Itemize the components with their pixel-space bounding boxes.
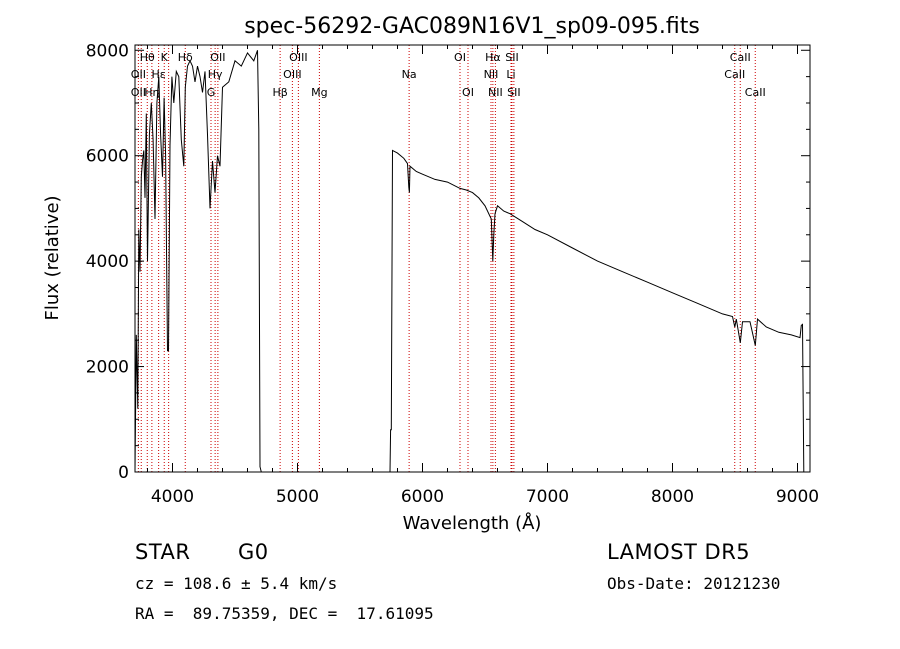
y-tick-label: 2000 [86,358,129,378]
y-axis-label: Flux (relative) [42,195,63,320]
line-label: Na [402,68,417,81]
chart-title: spec-56292-GAC089N16V1_sp09-095.fits [244,14,700,39]
x-axis-label: Wavelength (Å) [403,512,542,534]
x-tick-label: 6000 [401,487,444,507]
line-label: SII [507,86,520,99]
line-label: Hβ [272,86,287,99]
line-label: CaII [730,51,751,64]
spectral-lines-layer [137,45,756,472]
line-label: Hη [144,86,159,99]
x-tick-label: 9000 [776,487,819,507]
line-label: Hε [152,68,166,81]
line-label: SII [505,51,518,64]
line-label: Hθ [140,51,155,64]
line-label: CaII [724,68,745,81]
line-label: Hδ [178,51,193,64]
line-label: K [161,51,169,64]
line-label: OII [131,68,146,81]
y-tick-label: 4000 [86,252,129,272]
coordinates-text: RA = 89.75359, DEC = 17.61095 [135,604,434,623]
y-tick-label: 6000 [86,147,129,167]
x-tick-label: 5000 [276,487,319,507]
line-label: OI [454,51,466,64]
x-tick-label: 8000 [651,487,694,507]
line-label: OII [131,86,146,99]
y-tick-label: 0 [118,463,129,483]
spectrum-series-line [134,50,805,473]
line-label: OII [210,51,225,64]
line-label: Hγ [208,68,223,81]
survey-label: LAMOST DR5 [607,540,751,564]
spectrum-chart: spec-56292-GAC089N16V1_sp09-095.fits 400… [42,14,819,534]
y-tick-label: 8000 [86,41,129,61]
subclass-label: G0 [238,540,269,564]
y-axis: 0 2000 4000 6000 8000 [86,41,810,483]
line-label: OIII [289,51,307,64]
line-label: Mg [311,86,327,99]
line-label: Hα [485,51,501,64]
x-tick-label: 4000 [151,487,194,507]
line-label: NII [484,68,499,81]
line-label: NII [488,86,503,99]
line-label: OIII [283,68,301,81]
line-label: CaII [745,86,766,99]
obs-date-text: Obs-Date: 20121230 [607,574,781,593]
line-label: Li [506,68,515,81]
x-tick-label: 7000 [526,487,569,507]
redshift-text: cz = 108.6 ± 5.4 km/s [135,574,338,593]
line-label: OI [462,86,474,99]
x-axis: 4000 5000 6000 7000 8000 9000 [147,45,819,507]
plot-frame [134,44,811,473]
line-label: G [207,86,216,99]
class-label: STAR [135,540,191,564]
